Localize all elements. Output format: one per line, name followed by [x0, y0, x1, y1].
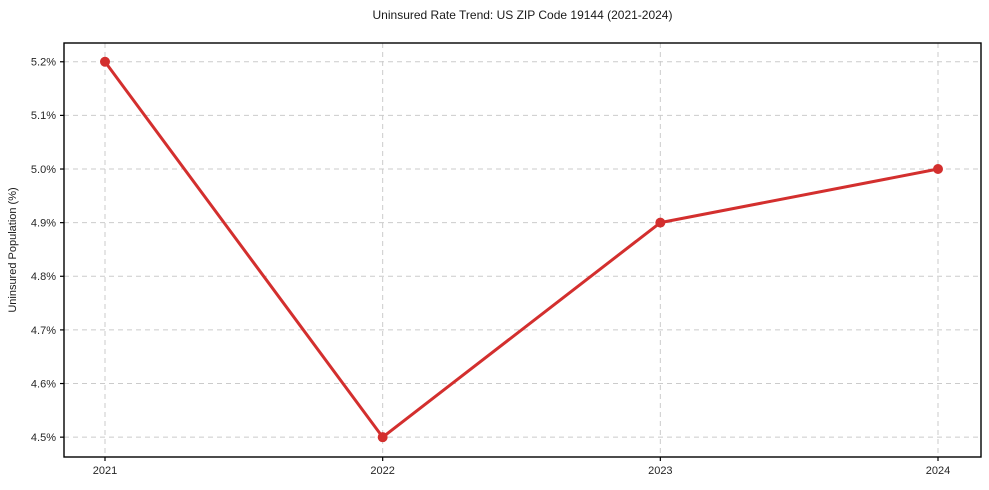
y-tick-label: 5.1% — [31, 110, 56, 122]
y-axis-label: Uninsured Population (%) — [7, 187, 19, 313]
data-point-marker — [100, 56, 110, 67]
y-tick-label: 4.5% — [31, 432, 56, 444]
y-tick-label: 4.9% — [31, 218, 56, 230]
x-tick-label: 2021 — [93, 465, 117, 477]
y-tick-label: 5.2% — [31, 57, 56, 69]
data-point-marker — [655, 217, 666, 228]
data-point-marker — [933, 164, 943, 175]
chart-title: Uninsured Rate Trend: US ZIP Code 19144 … — [372, 8, 673, 22]
y-tick-label: 4.6% — [31, 378, 56, 390]
x-tick-label: 2022 — [370, 465, 394, 477]
axis-border — [63, 42, 982, 458]
x-tick-label: 2024 — [926, 465, 950, 477]
data-point-marker — [377, 432, 388, 443]
y-tick-label: 4.8% — [31, 271, 56, 283]
x-tick-label: 2023 — [648, 465, 672, 477]
y-tick-label: 5.0% — [31, 164, 56, 176]
series-line — [103, 60, 940, 439]
y-tick-label: 4.7% — [31, 325, 56, 337]
